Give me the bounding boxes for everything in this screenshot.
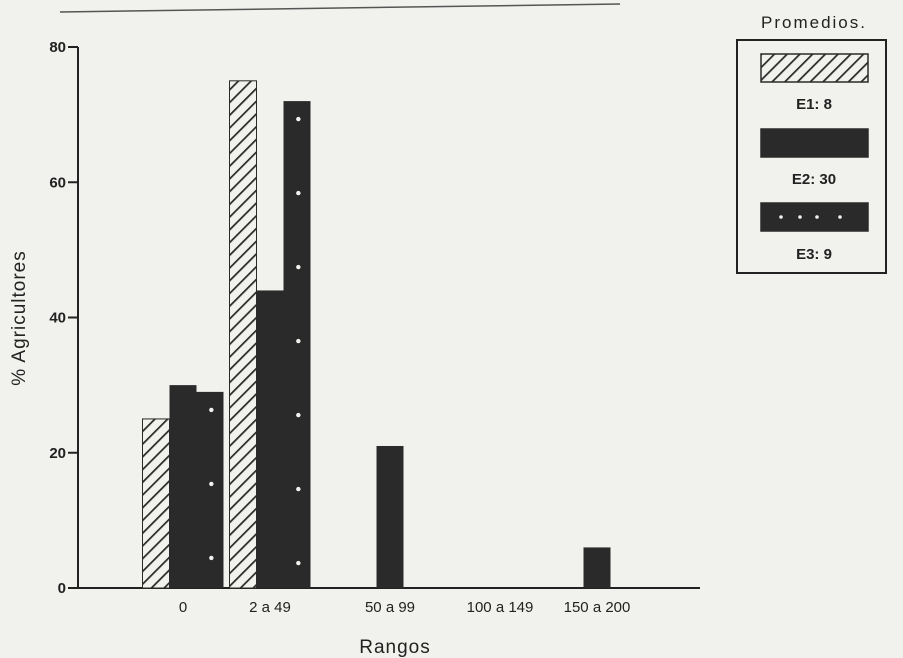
bar xyxy=(229,80,257,589)
bar-group xyxy=(376,445,404,588)
bar-dot xyxy=(296,560,301,566)
bar-group xyxy=(169,385,197,588)
x-tick-label: 50 a 99 xyxy=(365,599,415,616)
y-tick-label: 0 xyxy=(58,580,66,597)
top-border-line xyxy=(59,3,621,13)
bar-dot xyxy=(296,412,301,418)
legend-items: E1: 8 E2: 30 E3: 9 xyxy=(760,53,869,263)
legend-swatch xyxy=(760,53,869,83)
x-tick-label: 100 a 149 xyxy=(467,599,534,616)
bar xyxy=(283,101,311,588)
bar xyxy=(583,547,611,588)
bar-dot xyxy=(296,486,301,492)
bar-group xyxy=(196,391,224,588)
bar xyxy=(196,391,224,588)
legend-dot xyxy=(798,215,802,219)
bar-dot xyxy=(209,555,214,561)
bars xyxy=(142,80,611,589)
bar xyxy=(376,445,404,588)
legend-label: E2: 30 xyxy=(792,171,836,188)
legend-title: Promedios. xyxy=(761,13,867,32)
y-tick-label: 40 xyxy=(49,310,66,327)
legend-box xyxy=(736,39,887,274)
x-axis-label: Rangos xyxy=(359,637,431,658)
legend-dot xyxy=(815,215,819,219)
y-ticks: 0 20 40 60 80 xyxy=(49,39,78,597)
y-tick-label: 20 xyxy=(49,445,66,462)
legend: Promedios. E1: 8 E2: 30 E3: 9 xyxy=(736,13,887,274)
bar-dot xyxy=(296,338,301,344)
bar-group xyxy=(142,418,170,589)
y-tick-label: 80 xyxy=(49,39,66,56)
legend-dot xyxy=(779,215,783,219)
bar-group xyxy=(256,290,284,588)
bar-group xyxy=(229,80,257,589)
bar-group xyxy=(583,547,611,588)
legend-label: E3: 9 xyxy=(796,246,832,263)
x-tick-label: 0 xyxy=(179,599,187,616)
bar-dot xyxy=(209,481,214,487)
y-axis-label: % Agricultores xyxy=(9,250,30,385)
bar xyxy=(142,418,170,589)
legend-swatch xyxy=(760,202,869,232)
bar-dot xyxy=(296,190,301,196)
bar-dot xyxy=(209,407,214,413)
bar xyxy=(169,385,197,588)
legend-label: E1: 8 xyxy=(796,96,832,113)
bar-group xyxy=(283,101,311,588)
legend-swatch xyxy=(760,128,869,158)
x-tick-label: 150 a 200 xyxy=(564,599,631,616)
bar xyxy=(256,290,284,588)
x-tick-labels: 0 2 a 49 50 a 99 100 a 149 150 a 200 xyxy=(179,599,631,616)
bar-dot xyxy=(296,264,301,270)
y-tick-label: 60 xyxy=(49,174,66,191)
bar-dot xyxy=(296,116,301,122)
x-tick-label: 2 a 49 xyxy=(249,599,291,616)
legend-dot xyxy=(838,215,842,219)
